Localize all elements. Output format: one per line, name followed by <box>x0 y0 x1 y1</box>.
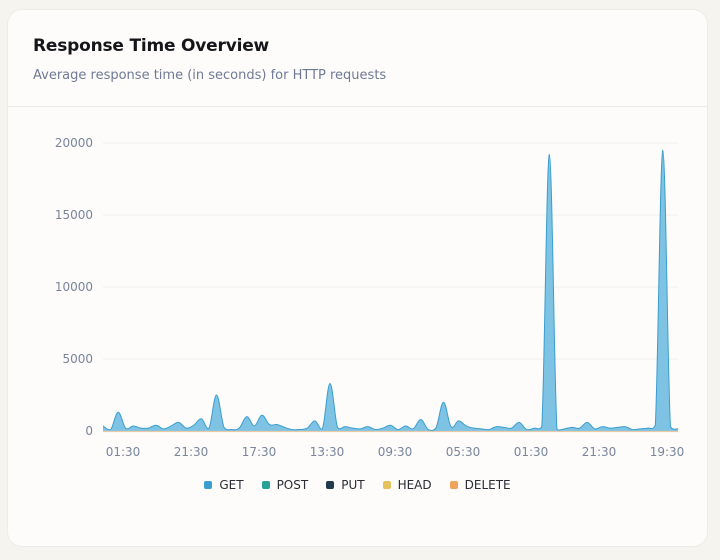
x-tick-label: 01:30 <box>514 445 549 459</box>
legend-item-delete[interactable]: DELETE <box>449 478 511 492</box>
legend-label: POST <box>276 478 309 492</box>
x-tick-label: 19:30 <box>650 445 685 459</box>
legend-swatch <box>261 481 270 489</box>
y-tick-label: 15000 <box>55 208 93 222</box>
series-area-get <box>103 150 678 431</box>
y-tick-label: 0 <box>85 424 93 438</box>
card-header: Response Time Overview Average response … <box>8 10 707 107</box>
y-tick-label: 10000 <box>55 280 93 294</box>
legend-swatch <box>449 481 458 489</box>
legend-item-put[interactable]: PUT <box>326 478 365 492</box>
legend-label: GET <box>219 478 244 492</box>
x-tick-label: 13:30 <box>310 445 345 459</box>
chart-legend: GET POST PUT HEAD DELETE <box>8 478 707 492</box>
x-tick-label: 21:30 <box>582 445 617 459</box>
card-title: Response Time Overview <box>33 36 270 56</box>
legend-swatch <box>382 481 391 489</box>
y-tick-label: 20000 <box>55 136 93 150</box>
legend-swatch <box>326 481 335 489</box>
response-time-chart: 0 5000 10000 15000 20000 01:30 21:30 17:30 13:30… <box>55 136 685 459</box>
x-tick-label: 05:30 <box>446 445 481 459</box>
legend-swatch <box>204 481 213 489</box>
x-tick-label: 17:30 <box>242 445 277 459</box>
x-tick-label: 01:30 <box>106 445 141 459</box>
legend-label: DELETE <box>464 478 511 492</box>
card-subtitle: Average response time (in seconds) for H… <box>33 68 387 83</box>
y-tick-label: 5000 <box>62 352 93 366</box>
legend-item-get[interactable]: GET <box>204 478 244 492</box>
response-time-card: Response Time Overview Average response … <box>8 10 707 546</box>
legend-label: PUT <box>341 478 365 492</box>
legend-item-post[interactable]: POST <box>261 478 309 492</box>
legend-item-head[interactable]: HEAD <box>382 478 432 492</box>
legend-label: HEAD <box>397 478 432 492</box>
series-line-get <box>102 149 679 431</box>
x-tick-label: 21:30 <box>174 445 209 459</box>
x-tick-label: 09:30 <box>378 445 413 459</box>
